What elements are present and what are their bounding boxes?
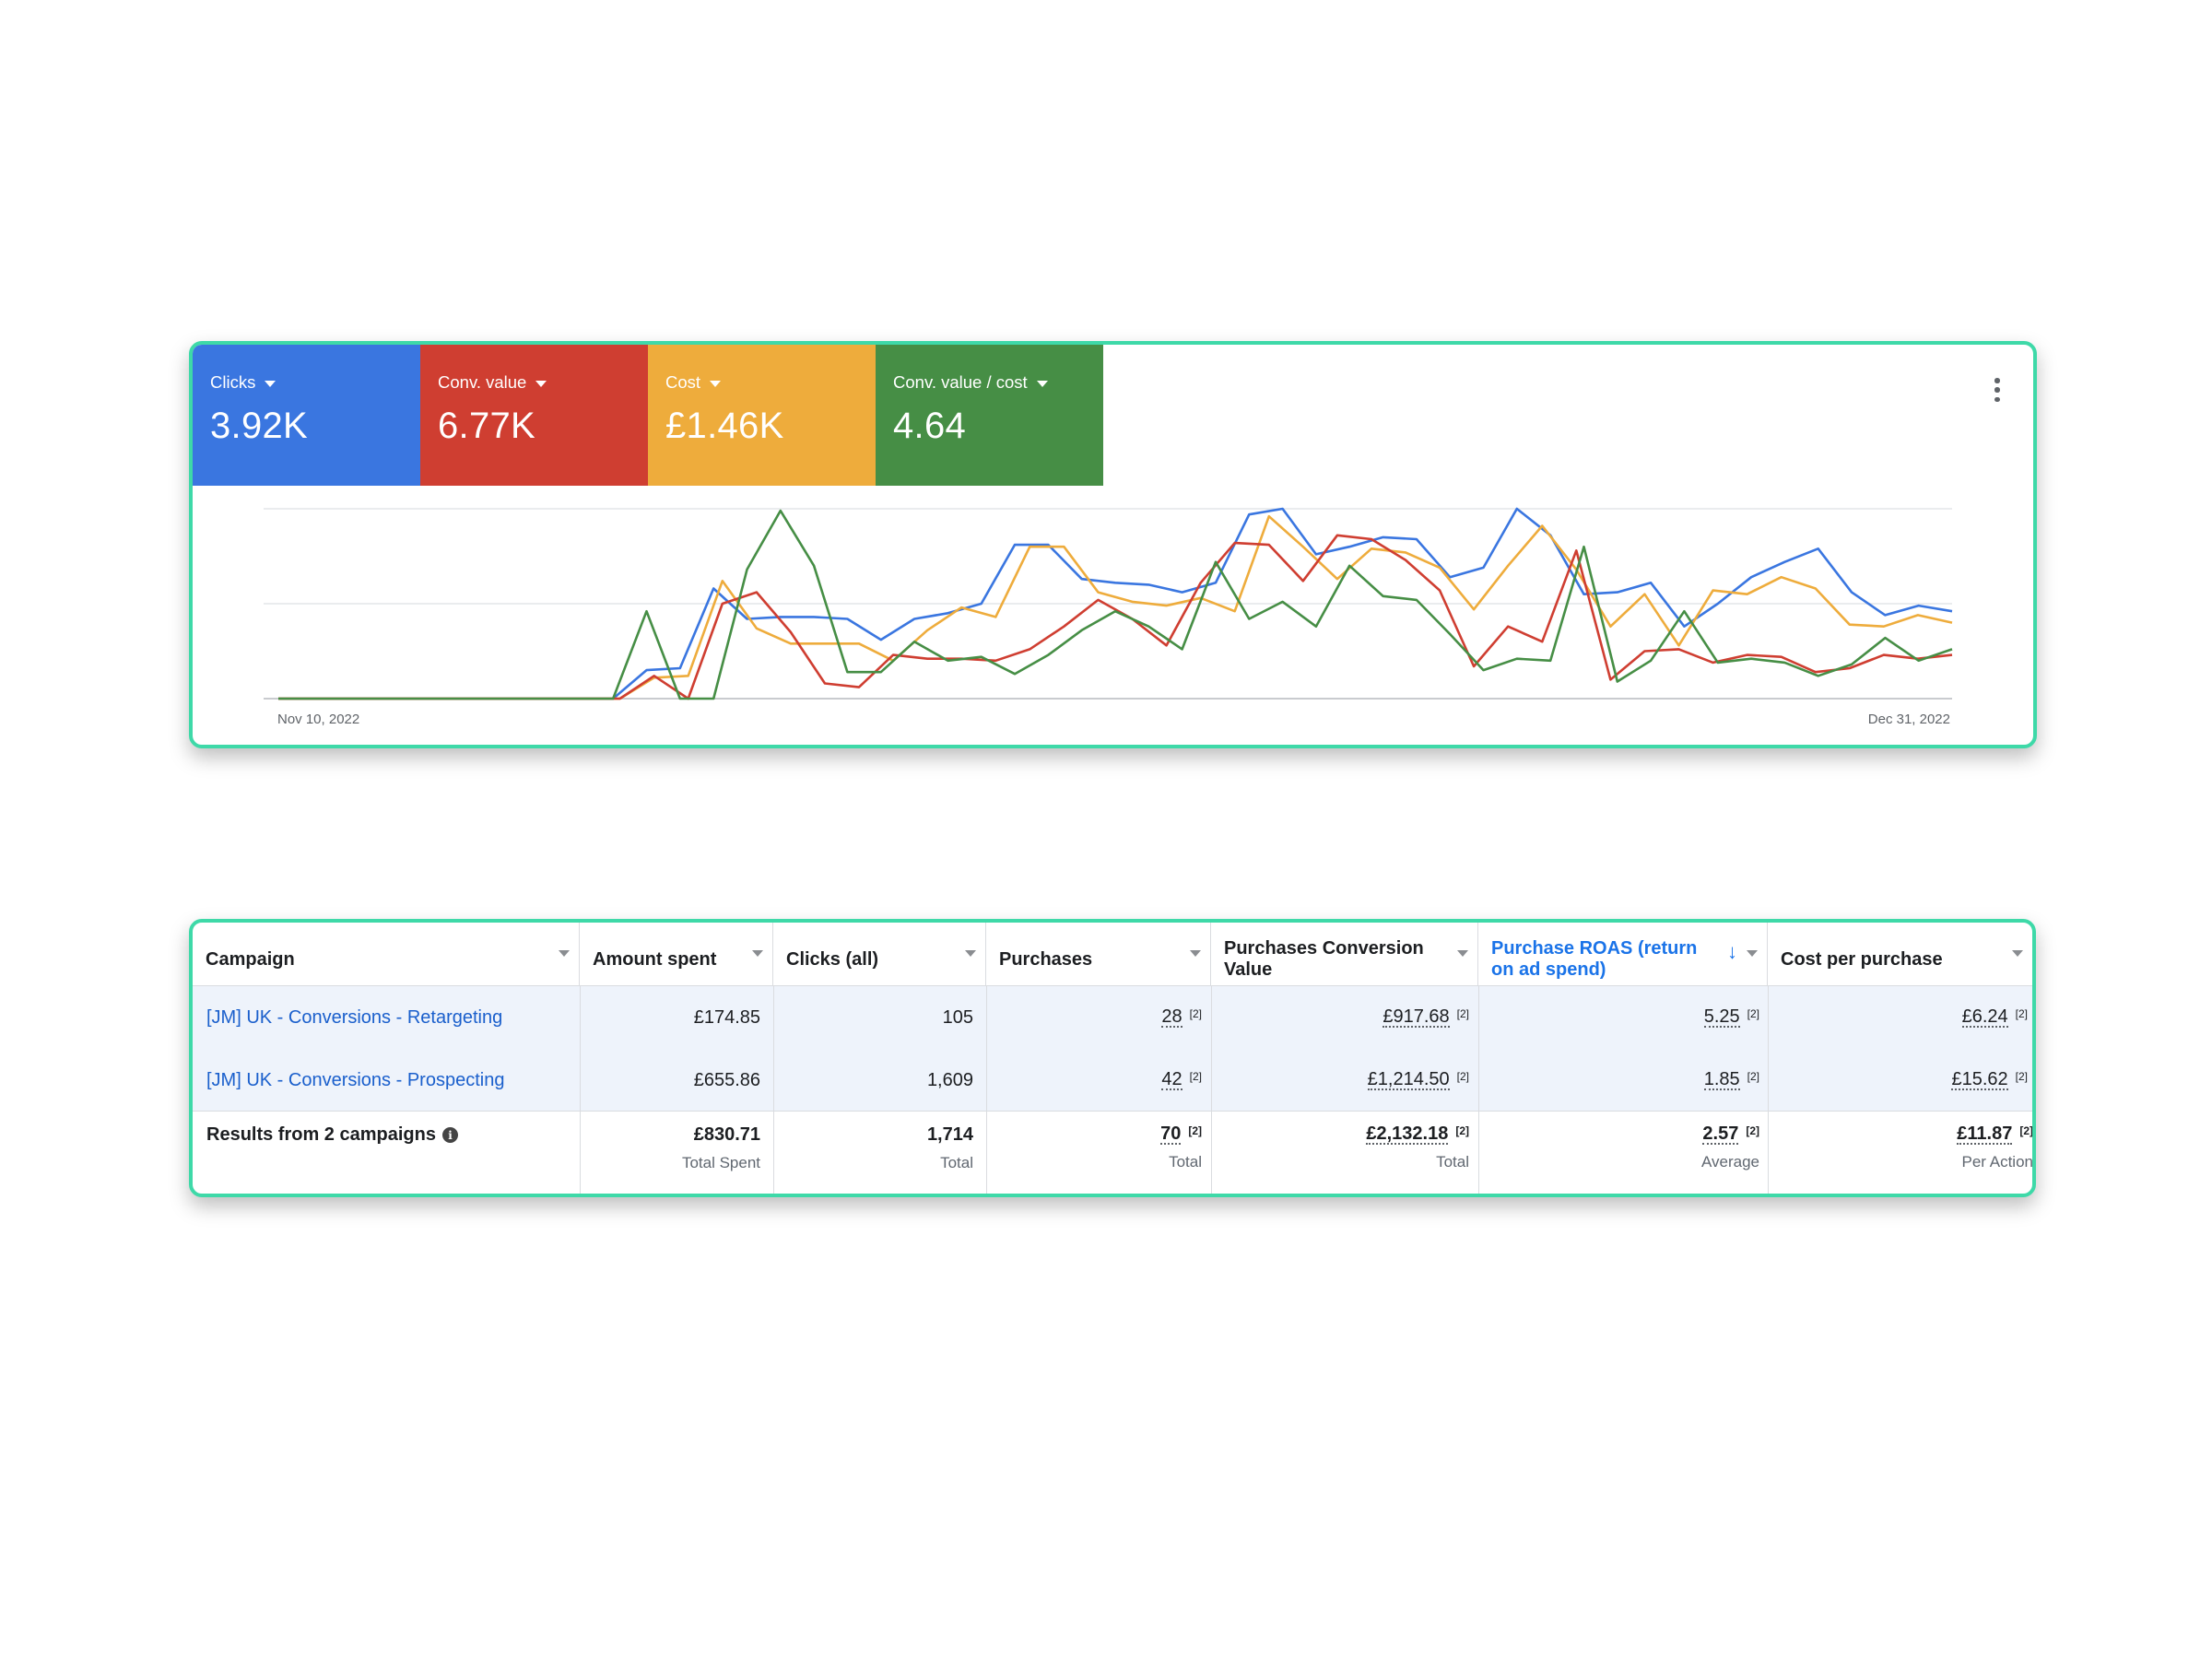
footnote-marker: [2] <box>1456 1007 1469 1020</box>
metric-label: Conv. value / cost <box>893 372 1028 392</box>
dropdown-caret-icon[interactable] <box>265 380 276 387</box>
clicks-cell: 105 <box>942 1006 973 1028</box>
summary-label: Results from 2 campaigns <box>206 1124 436 1145</box>
column-header-campaign[interactable]: Campaign <box>193 923 580 985</box>
summary-amount-spent: £830.71 <box>693 1124 760 1145</box>
metric-tile-cost[interactable]: Cost £1.46K <box>648 345 876 486</box>
amount-spent-cell: £174.85 <box>693 1006 760 1028</box>
metric-value: 4.64 <box>893 406 967 446</box>
summary-roas-sub: Average <box>1700 1153 1759 1171</box>
sort-dropdown-icon[interactable] <box>1747 950 1758 957</box>
conv-value-value[interactable]: £1,214.50 <box>1367 1069 1450 1090</box>
footnote-marker: [2] <box>1746 1124 1759 1137</box>
summary-purchases[interactable]: 70 <box>1160 1124 1182 1145</box>
table-row: [JM] UK - Conversions - Prospecting £655… <box>193 1049 2032 1112</box>
metric-value: 3.92K <box>210 406 309 446</box>
summary-roas[interactable]: 2.57 <box>1702 1124 1739 1145</box>
table-body: [JM] UK - Conversions - Retargeting £174… <box>193 986 2032 1112</box>
metric-value: £1.46K <box>665 406 784 446</box>
x-axis-start-label: Nov 10, 2022 <box>277 712 360 727</box>
campaign-table-card: Campaign Amount spent Clicks (all) Purch… <box>189 919 2036 1197</box>
purchases-value[interactable]: 42 <box>1161 1069 1182 1090</box>
dropdown-caret-icon[interactable] <box>1036 380 1048 387</box>
column-header-amount-spent[interactable]: Amount spent <box>580 923 773 985</box>
footnote-marker: [2] <box>2019 1124 2033 1137</box>
dropdown-caret-icon[interactable] <box>710 380 722 387</box>
column-header-purchases[interactable]: Purchases <box>986 923 1211 985</box>
performance-chart-card: Clicks 3.92K Conv. value 6.77K Cost £1.4… <box>189 341 2037 748</box>
sort-dropdown-icon[interactable] <box>559 950 570 957</box>
summary-conv-value-sub: Total <box>1436 1153 1469 1171</box>
cost-per-purchase-value[interactable]: £6.24 <box>1961 1006 2008 1028</box>
footnote-marker: [2] <box>1455 1124 1469 1137</box>
footnote-marker: [2] <box>1188 1124 1202 1137</box>
metric-label: Conv. value <box>438 372 527 392</box>
metric-value: 6.77K <box>438 406 536 446</box>
footnote-marker: [2] <box>1747 1007 1759 1020</box>
column-header-purchases-conversion-value[interactable]: Purchases Conversion Value <box>1211 923 1478 985</box>
footnote-marker: [2] <box>1747 1070 1759 1083</box>
clicks-cell: 1,609 <box>926 1069 973 1090</box>
summary-cost-per-purchase[interactable]: £11.87 <box>1957 1124 2013 1145</box>
series-line-3 <box>278 509 1953 700</box>
roas-value[interactable]: 5.25 <box>1703 1006 1740 1028</box>
sort-dropdown-icon[interactable] <box>1190 950 1201 957</box>
conv-value-value[interactable]: £917.68 <box>1382 1006 1450 1028</box>
metric-tile-clicks[interactable]: Clicks 3.92K <box>193 345 420 486</box>
series-line-2 <box>278 534 1953 700</box>
metric-tile-conv-value[interactable]: Conv. value 6.77K <box>420 345 648 486</box>
metric-tile-conv-value-per-cost[interactable]: Conv. value / cost 4.64 <box>876 345 1103 486</box>
summary-amount-spent-sub: Total Spent <box>681 1154 760 1171</box>
summary-cost-per-purchase-sub: Per Action <box>1961 1153 2033 1171</box>
column-header-purchase-roas[interactable]: Purchase ROAS (return on ad spend) ↓ <box>1478 923 1768 985</box>
dropdown-caret-icon[interactable] <box>535 380 547 387</box>
more-options-icon[interactable] <box>1994 378 2000 402</box>
info-icon[interactable]: i <box>441 1127 458 1143</box>
amount-spent-cell: £655.86 <box>693 1069 760 1090</box>
column-header-cost-per-purchase[interactable]: Cost per purchase <box>1768 923 2032 985</box>
roas-value[interactable]: 1.85 <box>1703 1069 1740 1090</box>
summary-purchases-sub: Total <box>1169 1153 1202 1171</box>
footnote-marker: [2] <box>1189 1070 1202 1083</box>
summary-conv-value[interactable]: £2,132.18 <box>1366 1124 1449 1145</box>
x-axis-end-label: Dec 31, 2022 <box>1867 712 1950 727</box>
campaign-link[interactable]: [JM] UK - Conversions - Prospecting <box>206 1069 505 1090</box>
campaign-link[interactable]: [JM] UK - Conversions - Retargeting <box>206 1006 503 1028</box>
line-chart <box>264 507 1953 700</box>
summary-clicks-sub: Total <box>940 1154 973 1171</box>
footnote-marker: [2] <box>1456 1070 1469 1083</box>
purchases-value[interactable]: 28 <box>1161 1006 1182 1028</box>
summary-row: Results from 2 campaigns i £830.71 Total … <box>193 1112 2033 1194</box>
sort-dropdown-icon[interactable] <box>1457 950 1468 957</box>
metric-label: Clicks <box>210 372 256 392</box>
metric-label: Cost <box>665 372 701 392</box>
cost-per-purchase-value[interactable]: £15.62 <box>1951 1069 2008 1090</box>
column-header-clicks[interactable]: Clicks (all) <box>773 923 986 985</box>
footnote-marker: [2] <box>1189 1007 1202 1020</box>
sort-dropdown-icon[interactable] <box>2012 950 2023 957</box>
footnote-marker: [2] <box>2015 1007 2028 1020</box>
summary-clicks: 1,714 <box>926 1124 973 1145</box>
table-row: [JM] UK - Conversions - Retargeting £174… <box>193 986 2032 1049</box>
sort-dropdown-icon[interactable] <box>965 950 976 957</box>
series-line-1 <box>278 514 1953 700</box>
sort-descending-icon[interactable]: ↓ <box>1727 940 1737 963</box>
sort-dropdown-icon[interactable] <box>752 950 763 957</box>
table-header: Campaign Amount spent Clicks (all) Purch… <box>193 923 2032 986</box>
metric-tiles: Clicks 3.92K Conv. value 6.77K Cost £1.4… <box>193 345 1103 486</box>
footnote-marker: [2] <box>2015 1070 2028 1083</box>
